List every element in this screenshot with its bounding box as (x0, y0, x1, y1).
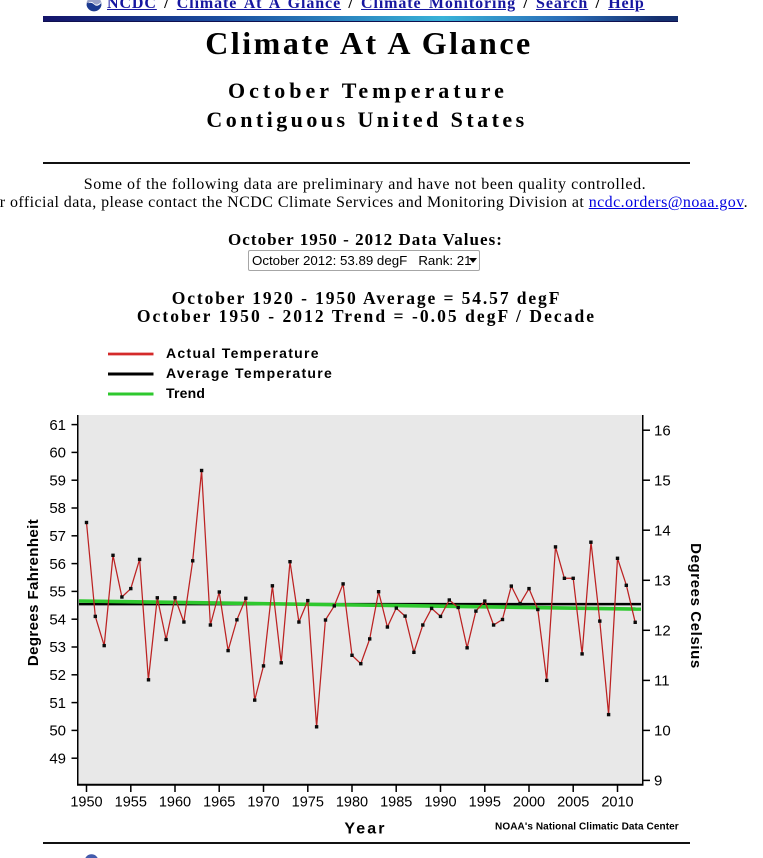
svg-text:1965: 1965 (203, 795, 235, 811)
svg-text:1970: 1970 (247, 795, 279, 811)
svg-text:53: 53 (49, 639, 66, 656)
svg-text:56: 56 (49, 556, 66, 573)
svg-text:1995: 1995 (469, 795, 501, 811)
svg-text:54: 54 (49, 611, 66, 628)
svg-text:Year: Year (344, 821, 386, 838)
svg-text:15: 15 (654, 472, 671, 489)
svg-text:59: 59 (49, 472, 66, 489)
svg-text:1950: 1950 (70, 795, 102, 811)
svg-text:1990: 1990 (424, 795, 456, 811)
svg-text:16: 16 (654, 422, 671, 439)
svg-text:2010: 2010 (601, 795, 633, 811)
svg-text:52: 52 (49, 667, 66, 684)
svg-text:11: 11 (654, 673, 670, 690)
svg-text:Average Temperature: Average Temperature (166, 365, 333, 381)
svg-text:9: 9 (654, 773, 662, 790)
svg-text:50: 50 (49, 723, 66, 740)
svg-text:14: 14 (654, 522, 671, 539)
svg-text:NOAA's National Climatic Data: NOAA's National Climatic Data Center (495, 822, 679, 833)
svg-text:1975: 1975 (292, 795, 324, 811)
svg-text:Trend: Trend (166, 385, 205, 401)
svg-text:49: 49 (49, 750, 66, 767)
svg-text:58: 58 (49, 500, 66, 517)
svg-text:12: 12 (654, 623, 671, 640)
svg-text:1955: 1955 (115, 795, 147, 811)
svg-text:2005: 2005 (557, 795, 589, 811)
svg-text:2000: 2000 (513, 795, 545, 811)
svg-text:1985: 1985 (380, 795, 412, 811)
svg-text:10: 10 (654, 723, 671, 740)
svg-text:55: 55 (49, 584, 66, 601)
svg-text:57: 57 (49, 528, 66, 545)
svg-text:61: 61 (49, 417, 66, 434)
svg-text:Degrees Fahrenheit: Degrees Fahrenheit (25, 519, 42, 666)
svg-text:1980: 1980 (336, 795, 368, 811)
svg-text:13: 13 (654, 573, 671, 590)
svg-text:51: 51 (49, 695, 66, 712)
svg-text:Degrees Celsius: Degrees Celsius (687, 543, 704, 669)
svg-text:Actual Temperature: Actual Temperature (166, 345, 320, 361)
svg-text:60: 60 (49, 445, 66, 462)
svg-text:1960: 1960 (159, 795, 191, 811)
